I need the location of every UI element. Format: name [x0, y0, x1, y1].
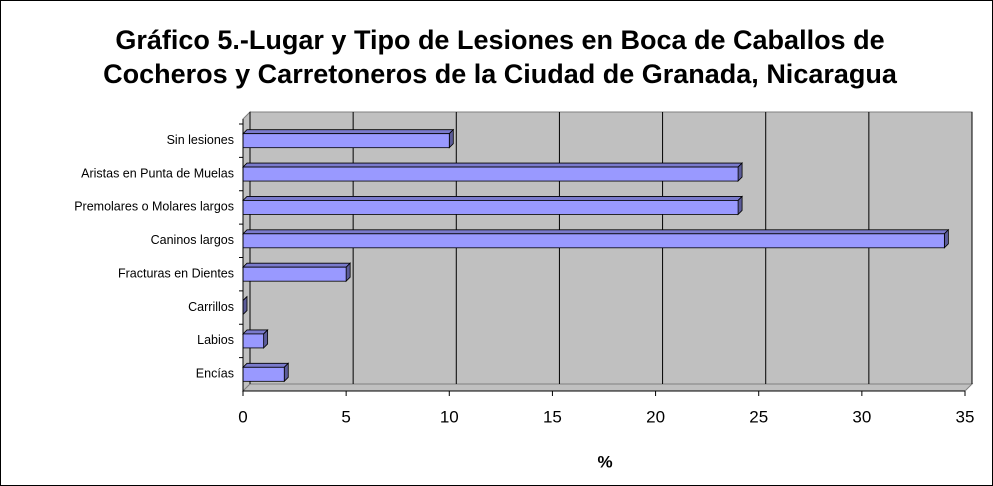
y-tick-label: Premolares o Molares largos	[74, 200, 234, 214]
bar	[242, 233, 945, 249]
x-tick-label: 10	[440, 407, 459, 426]
bar-top	[242, 129, 455, 135]
y-tick-label: Labios	[197, 333, 234, 347]
bar-top	[242, 362, 290, 368]
y-tick-label: Carrillos	[188, 300, 234, 314]
side-wall	[242, 110, 251, 393]
bar	[242, 266, 347, 282]
x-tick-label: 30	[852, 407, 871, 426]
x-tick-label: 35	[956, 407, 975, 426]
y-tick-label: Sin lesiones	[167, 133, 234, 147]
y-tick-label: Caninos largos	[151, 233, 234, 247]
x-tick-label: 0	[238, 407, 247, 426]
bar	[242, 333, 265, 349]
floor	[241, 383, 974, 392]
bar-top	[242, 229, 950, 235]
chart-title: Cocheros y Carretoneros de la Ciudad de …	[103, 59, 898, 89]
y-tick-label: Encías	[196, 367, 234, 381]
bar-top	[242, 196, 744, 201]
chart-title: Gráfico 5.-Lugar y Tipo de Lesiones en B…	[115, 25, 884, 55]
bar-top	[242, 162, 744, 168]
y-tick-label: Fracturas en Dientes	[118, 266, 234, 280]
bar	[242, 366, 285, 382]
bar	[242, 166, 739, 182]
x-tick-label: 20	[646, 407, 665, 426]
y-tick-label: Aristas en Punta de Muelas	[81, 166, 234, 180]
bar	[242, 200, 739, 215]
bar-top	[242, 262, 352, 268]
x-tick-label: 25	[749, 407, 768, 426]
x-tick-label: 5	[341, 407, 350, 426]
bar	[242, 133, 450, 149]
x-axis-label: %	[597, 452, 612, 471]
x-tick-label: 15	[543, 407, 562, 426]
